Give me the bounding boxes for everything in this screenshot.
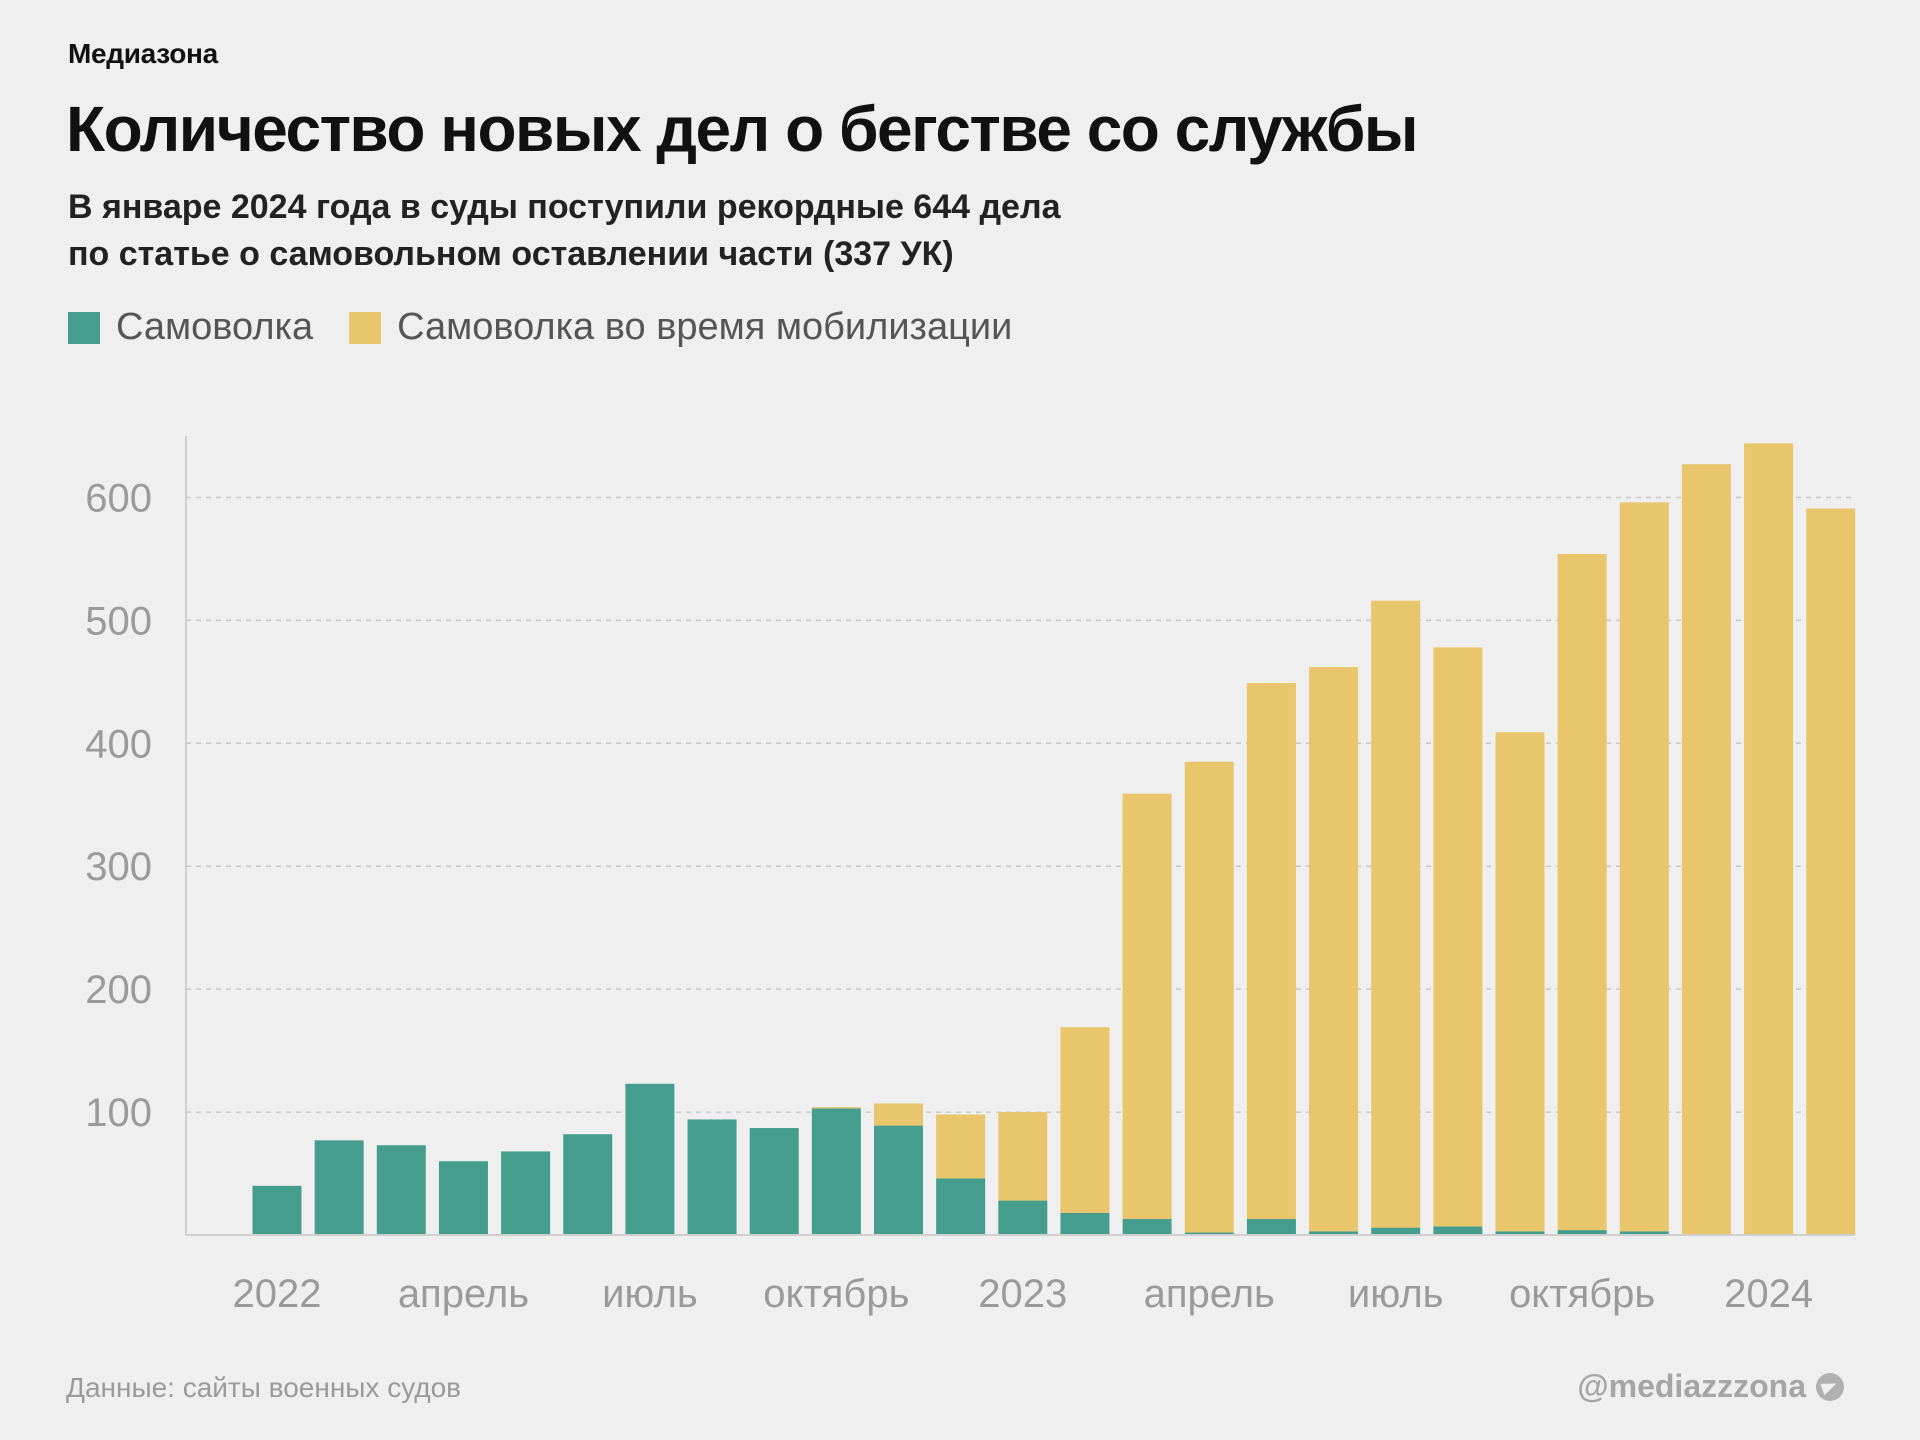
bar-mobilization xyxy=(1184,761,1234,1233)
x-tick-label: 2023 xyxy=(978,1272,1067,1316)
y-tick-label: 200 xyxy=(85,968,152,1012)
data-source: Данные: сайты военных судов xyxy=(66,1372,462,1403)
y-tick-label: 400 xyxy=(85,722,152,766)
bar-mobilization xyxy=(1681,464,1731,1235)
bar-samovolka xyxy=(314,1140,364,1235)
bar-mobilization xyxy=(1060,1027,1110,1213)
x-tick-label: июль xyxy=(1348,1272,1444,1316)
bar-samovolka xyxy=(563,1134,613,1235)
bar-mobilization xyxy=(1744,443,1794,1236)
bar-mobilization xyxy=(1619,502,1669,1232)
bar-samovolka xyxy=(1495,1231,1545,1235)
bar-samovolka xyxy=(874,1125,923,1235)
brand-logo-text: Медиазона xyxy=(68,38,218,69)
bar-samovolka xyxy=(749,1128,799,1235)
x-tick-label: апрель xyxy=(1144,1272,1275,1316)
bar-samovolka xyxy=(1122,1219,1172,1235)
bar-samovolka xyxy=(1557,1230,1607,1235)
subtitle-line-1: В январе 2024 года в суды поступили реко… xyxy=(68,188,1061,226)
bar-samovolka xyxy=(501,1151,551,1235)
legend-item-samovolka: Самоволка xyxy=(68,306,313,349)
bar-mobilization xyxy=(998,1112,1048,1201)
bar-mobilization xyxy=(874,1103,923,1126)
bar-mobilization xyxy=(1246,683,1296,1220)
chart-subtitle: В январе 2024 года в суды поступили реко… xyxy=(68,184,1060,278)
x-tick-label: 2022 xyxy=(233,1272,322,1316)
x-tick-label: апрель xyxy=(398,1272,529,1316)
subtitle-line-2: по статье о самовольном оставлении части… xyxy=(68,235,954,273)
bar-samovolka xyxy=(811,1108,861,1235)
bar-samovolka xyxy=(376,1145,426,1235)
social-handle: @mediazzzona xyxy=(1577,1368,1844,1405)
bar-samovolka xyxy=(1371,1227,1421,1235)
bar-mobilization xyxy=(936,1114,986,1179)
legend-label-samovolka: Самоволка xyxy=(116,306,314,348)
social-handle-text: @mediazzzona xyxy=(1577,1368,1806,1404)
bar-mobilization xyxy=(1122,793,1172,1220)
bar-samovolka xyxy=(998,1200,1048,1235)
x-tick-label: октябрь xyxy=(763,1272,909,1316)
y-tick-label: 500 xyxy=(85,599,152,643)
x-tick-label: июль xyxy=(602,1272,698,1316)
legend-swatch-mobilization xyxy=(349,311,382,344)
y-tick-label: 600 xyxy=(85,476,152,520)
bar-mobilization xyxy=(1557,554,1607,1231)
bar-samovolka xyxy=(438,1161,488,1235)
x-tick-label: 2024 xyxy=(1724,1272,1813,1316)
bar-mobilization xyxy=(1371,600,1421,1228)
bar-samovolka xyxy=(1309,1231,1359,1235)
legend-swatch-samovolka xyxy=(68,311,100,344)
chart-title: Количество новых дел о бегстве со службы xyxy=(66,93,1419,165)
bar-samovolka xyxy=(936,1178,986,1235)
bar-mobilization xyxy=(1495,732,1545,1232)
legend-item-mobilization: Самоволка во время мобилизации xyxy=(349,306,1012,349)
bar-samovolka xyxy=(1246,1219,1296,1235)
telegram-icon xyxy=(1816,1372,1844,1401)
bar-samovolka xyxy=(1060,1212,1110,1235)
y-tick-label: 100 xyxy=(85,1091,152,1135)
bar-samovolka xyxy=(252,1185,302,1235)
x-tick-label: октябрь xyxy=(1509,1272,1655,1316)
bar-samovolka xyxy=(687,1119,737,1235)
bar-mobilization xyxy=(1433,647,1483,1227)
chart-legend: Самоволка Самоволка во время мобилизации xyxy=(68,306,1048,349)
bar-mobilization xyxy=(1309,667,1359,1232)
bar-samovolka xyxy=(625,1083,675,1235)
y-tick-label: 300 xyxy=(85,845,152,889)
bar-samovolka xyxy=(1433,1226,1483,1235)
bar-samovolka xyxy=(1619,1231,1669,1235)
bar-samovolka xyxy=(1184,1232,1234,1235)
bar-mobilization xyxy=(811,1107,861,1109)
legend-label-mobilization: Самоволка во время мобилизации xyxy=(397,306,1013,348)
bar-mobilization xyxy=(1806,508,1856,1235)
